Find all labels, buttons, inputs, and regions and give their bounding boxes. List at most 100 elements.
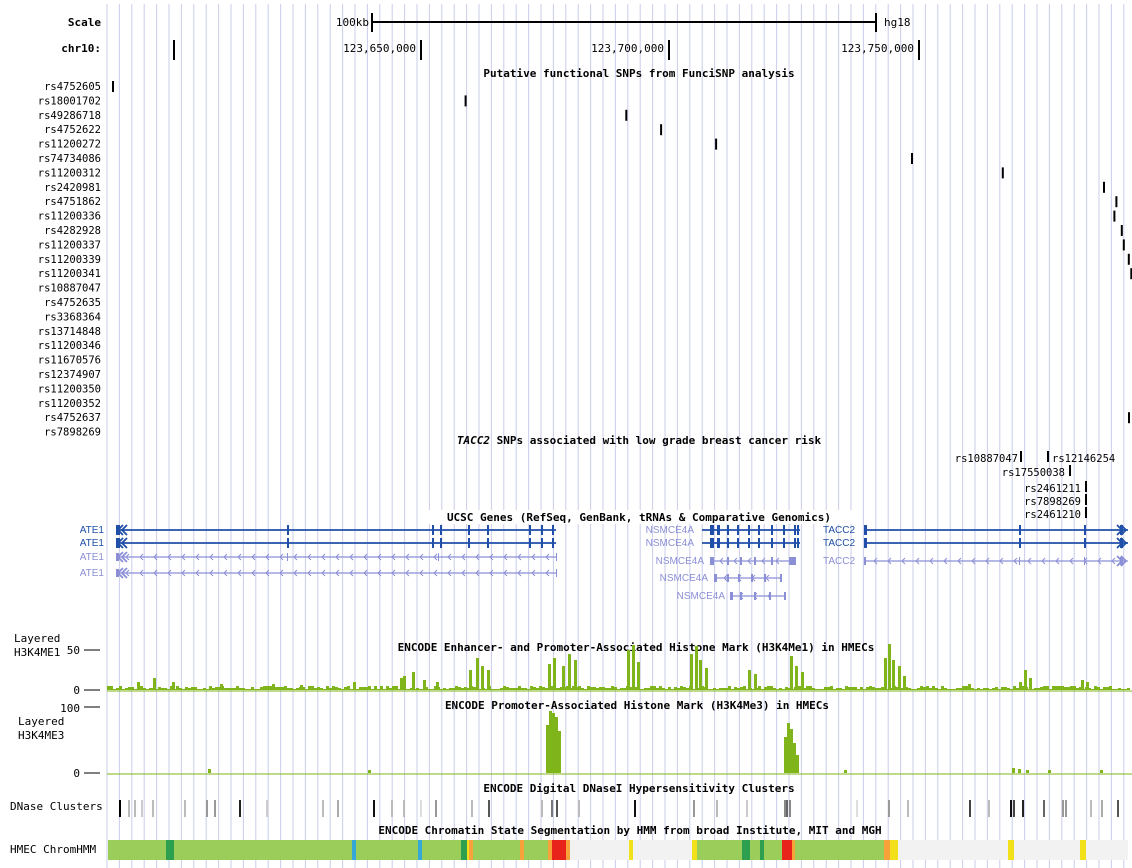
dnase-cluster[interactable] bbox=[746, 800, 748, 817]
dnase-cluster[interactable] bbox=[1117, 800, 1119, 817]
dnase-cluster[interactable] bbox=[969, 800, 971, 817]
chromhmm-segment[interactable] bbox=[764, 840, 782, 860]
dnase-cluster[interactable] bbox=[907, 800, 909, 817]
chromhmm-segment[interactable] bbox=[898, 840, 1008, 860]
dnase-cluster[interactable] bbox=[128, 800, 130, 817]
gene-label[interactable]: TACC2 bbox=[823, 525, 855, 536]
chromhmm-segment[interactable] bbox=[174, 840, 352, 860]
dnase-cluster[interactable] bbox=[239, 800, 241, 817]
chromhmm-segment[interactable] bbox=[418, 840, 422, 860]
chromhmm-segment[interactable] bbox=[566, 840, 570, 860]
dnase-cluster[interactable] bbox=[716, 800, 718, 817]
chromhmm-segment[interactable] bbox=[1008, 840, 1014, 860]
dnase-cluster[interactable] bbox=[578, 800, 580, 817]
gene-label[interactable]: NSMCE4A bbox=[646, 525, 695, 536]
dnase-cluster[interactable] bbox=[888, 800, 890, 817]
chromhmm-segment[interactable] bbox=[570, 840, 629, 860]
dnase-cluster[interactable] bbox=[1043, 800, 1045, 817]
chromhmm-segment[interactable] bbox=[352, 840, 356, 860]
chromhmm-segment[interactable] bbox=[890, 840, 898, 860]
gene-label[interactable]: NSMCE4A bbox=[677, 591, 726, 602]
dnase-cluster[interactable] bbox=[1013, 800, 1015, 817]
dnase-cluster[interactable] bbox=[322, 800, 324, 817]
dnase-cluster[interactable] bbox=[1062, 800, 1064, 817]
gene-label[interactable]: NSMCE4A bbox=[646, 538, 695, 549]
chromhmm-segment[interactable] bbox=[884, 840, 890, 860]
gene-transcript[interactable] bbox=[116, 537, 556, 549]
h3k4me3-signal[interactable] bbox=[107, 711, 1132, 775]
chromhmm-segment[interactable] bbox=[692, 840, 697, 860]
chromhmm-segment[interactable] bbox=[795, 840, 884, 860]
gene-transcript[interactable] bbox=[710, 557, 796, 565]
tacc2-snp-track[interactable]: rs10887047 rs12146254 rs17550038 rs24612… bbox=[955, 451, 1115, 521]
chromhmm-segment[interactable] bbox=[760, 840, 764, 860]
dnase-cluster[interactable] bbox=[471, 800, 473, 817]
gene-label[interactable]: NSMCE4A bbox=[660, 573, 709, 584]
gene-transcript[interactable] bbox=[864, 537, 1128, 549]
ucsc-genes-track[interactable]: ATE1 ATE1 ATE1 ATE1 NSMCE4A NSMCE4A NSMCE4A NSM… bbox=[80, 524, 1128, 602]
dnase-cluster[interactable] bbox=[337, 800, 339, 817]
chromhmm-segment[interactable] bbox=[782, 840, 792, 860]
dnase-cluster[interactable] bbox=[373, 800, 375, 817]
chromhmm-segment[interactable] bbox=[473, 840, 520, 860]
gene-label[interactable]: ATE1 bbox=[80, 568, 105, 579]
gene-transcript[interactable] bbox=[702, 525, 800, 535]
dnase-cluster[interactable] bbox=[184, 800, 186, 817]
dnase-cluster[interactable] bbox=[856, 800, 858, 817]
dnase-cluster[interactable] bbox=[786, 800, 788, 817]
gene-transcript[interactable] bbox=[714, 574, 782, 582]
gene-label[interactable]: ATE1 bbox=[80, 552, 105, 563]
dnase-cluster[interactable] bbox=[266, 800, 268, 817]
dnase-cluster[interactable] bbox=[551, 800, 553, 817]
chromhmm-segment[interactable] bbox=[1014, 840, 1080, 860]
dnase-cluster[interactable] bbox=[693, 800, 695, 817]
dnase-cluster[interactable] bbox=[556, 800, 558, 817]
gene-label[interactable]: TACC2 bbox=[823, 538, 855, 549]
gene-label[interactable]: NSMCE4A bbox=[656, 556, 705, 567]
chromhmm-segment[interactable] bbox=[1080, 840, 1086, 860]
dnase-cluster[interactable] bbox=[488, 800, 490, 817]
chromhmm-segment[interactable] bbox=[467, 840, 469, 860]
gene-transcript[interactable] bbox=[116, 551, 557, 563]
dnase-cluster[interactable] bbox=[403, 800, 405, 817]
dnase-cluster[interactable] bbox=[141, 800, 143, 817]
dnase-cluster[interactable] bbox=[789, 800, 791, 817]
chromhmm-segment[interactable] bbox=[461, 840, 467, 860]
dnase-cluster[interactable] bbox=[391, 800, 393, 817]
dnase-cluster[interactable] bbox=[152, 800, 154, 817]
gene-label[interactable]: ATE1 bbox=[80, 538, 105, 549]
chromhmm-segment[interactable] bbox=[469, 840, 473, 860]
chromhmm-segment[interactable] bbox=[629, 840, 633, 860]
chromhmm-segment[interactable] bbox=[356, 840, 418, 860]
dnase-cluster[interactable] bbox=[420, 800, 422, 817]
chromhmm-segment[interactable] bbox=[166, 840, 174, 860]
chromhmm-segment[interactable] bbox=[422, 840, 461, 860]
gene-label[interactable]: ATE1 bbox=[80, 525, 105, 536]
dnase-cluster[interactable] bbox=[1010, 800, 1012, 817]
chromhmm-segment[interactable] bbox=[520, 840, 524, 860]
dnase-cluster[interactable] bbox=[634, 800, 636, 817]
chromhmm-segments[interactable] bbox=[108, 840, 1128, 860]
chromhmm-segment[interactable] bbox=[548, 840, 552, 860]
dnase-cluster[interactable] bbox=[1022, 800, 1024, 817]
funcisnp-track[interactable]: rs4752605 rs18001702 rs49286718 rs4752622 rs… bbox=[38, 81, 1132, 439]
dnase-cluster[interactable] bbox=[784, 800, 786, 817]
chromhmm-segment[interactable] bbox=[742, 840, 750, 860]
dnase-cluster[interactable] bbox=[541, 800, 543, 817]
gene-transcript[interactable] bbox=[864, 524, 1128, 536]
dnase-cluster[interactable] bbox=[134, 800, 136, 817]
gene-label[interactable]: TACC2 bbox=[823, 556, 855, 567]
chromhmm-segment[interactable] bbox=[792, 840, 795, 860]
chromhmm-segment[interactable] bbox=[524, 840, 548, 860]
gene-transcript[interactable] bbox=[116, 567, 557, 579]
chromhmm-segment[interactable] bbox=[697, 840, 742, 860]
dnase-cluster[interactable] bbox=[1090, 800, 1092, 817]
dnase-clusters[interactable] bbox=[119, 800, 1119, 817]
chromhmm-segment[interactable] bbox=[633, 840, 692, 860]
dnase-cluster[interactable] bbox=[1101, 800, 1103, 817]
h3k4me1-signal[interactable] bbox=[107, 644, 1132, 692]
chromhmm-segment[interactable] bbox=[1086, 840, 1128, 860]
gene-transcript[interactable] bbox=[702, 538, 800, 548]
chromhmm-segment[interactable] bbox=[552, 840, 566, 860]
gene-transcript[interactable] bbox=[730, 592, 786, 600]
